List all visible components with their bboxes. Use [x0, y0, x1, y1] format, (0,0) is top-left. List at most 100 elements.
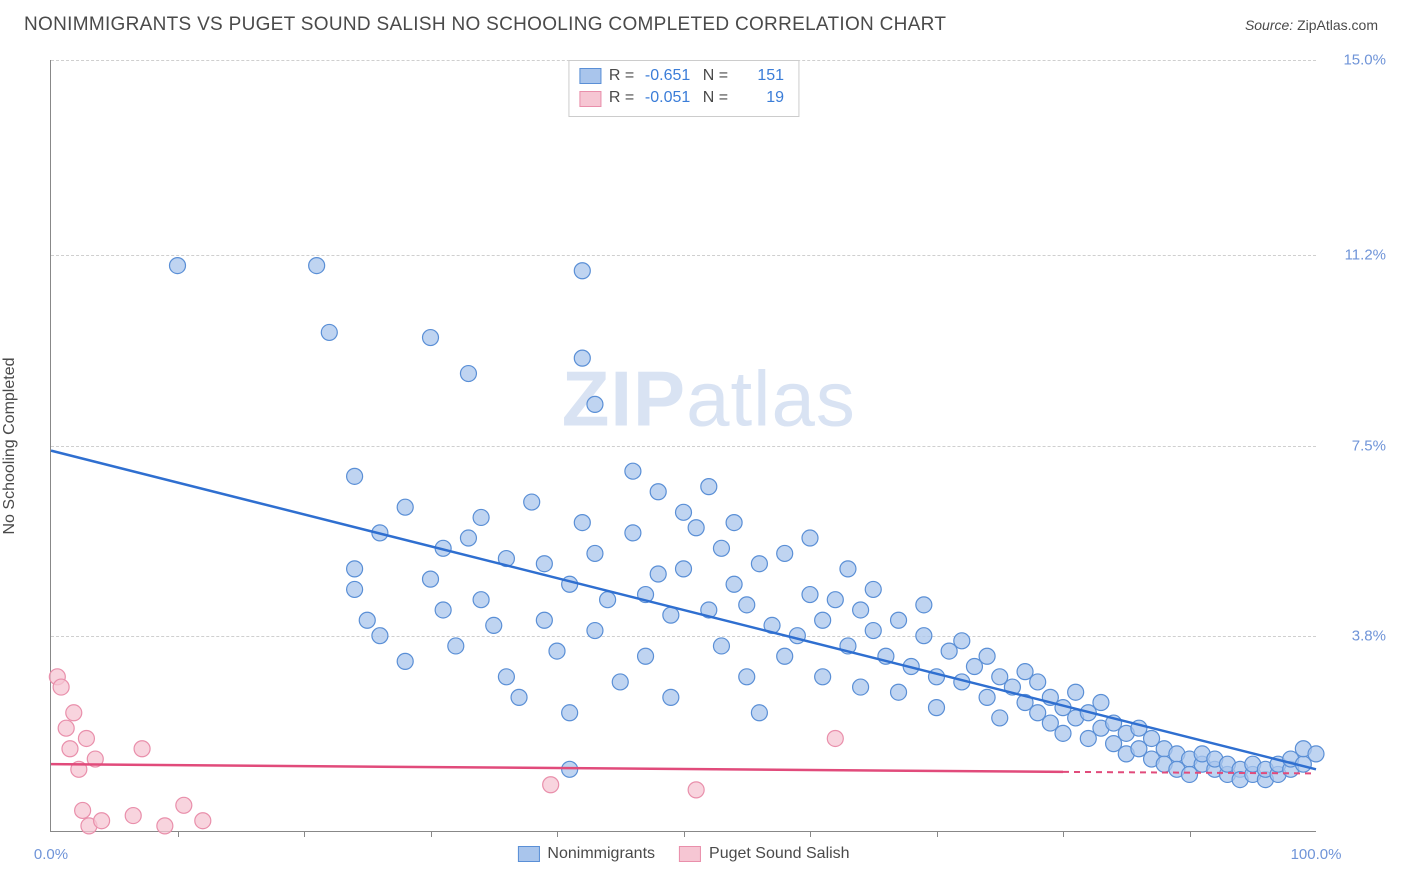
ytick-label: 11.2%: [1326, 247, 1386, 264]
n-value-2: 19: [736, 87, 784, 109]
data-point: [853, 679, 869, 695]
legend-swatch-bottom-2: [679, 846, 701, 862]
data-point: [751, 556, 767, 572]
legend-swatch-1: [579, 68, 601, 84]
ytick-label: 7.5%: [1326, 437, 1386, 454]
data-point: [600, 592, 616, 608]
data-point: [739, 597, 755, 613]
data-point: [78, 730, 94, 746]
data-point: [638, 648, 654, 664]
data-point: [498, 669, 514, 685]
data-point: [170, 258, 186, 274]
data-point: [543, 777, 559, 793]
data-point: [650, 566, 666, 582]
data-point: [713, 540, 729, 556]
xtick: [178, 831, 179, 837]
data-point: [979, 648, 995, 664]
data-point: [650, 484, 666, 500]
data-point: [347, 468, 363, 484]
data-point: [397, 653, 413, 669]
xtick-label: 0.0%: [34, 846, 68, 863]
scatter-svg: [51, 60, 1316, 831]
data-point: [524, 494, 540, 510]
data-point: [473, 509, 489, 525]
legend-item-2: Puget Sound Salish: [679, 845, 850, 863]
data-point: [865, 623, 881, 639]
data-point: [726, 576, 742, 592]
data-point: [125, 808, 141, 824]
r-value-1: -0.651: [642, 65, 690, 87]
chart-source: Source: ZipAtlas.com: [1245, 17, 1378, 33]
data-point: [359, 612, 375, 628]
data-point: [625, 463, 641, 479]
data-point: [157, 818, 173, 834]
data-point: [58, 720, 74, 736]
data-point: [992, 710, 1008, 726]
data-point: [62, 741, 78, 757]
data-point: [423, 330, 439, 346]
data-point: [536, 556, 552, 572]
data-point: [423, 571, 439, 587]
legend-label-1: Nonimmigrants: [547, 845, 655, 863]
data-point: [916, 597, 932, 613]
xtick: [937, 831, 938, 837]
data-point: [840, 561, 856, 577]
source-value: ZipAtlas.com: [1297, 17, 1378, 33]
data-point: [1308, 746, 1324, 762]
data-point: [777, 648, 793, 664]
ytick-label: 15.0%: [1326, 52, 1386, 69]
data-point: [688, 782, 704, 798]
series-legend: Nonimmigrants Puget Sound Salish: [517, 845, 849, 863]
data-point: [625, 525, 641, 541]
chart-title: NONIMMIGRANTS VS PUGET SOUND SALISH NO S…: [24, 14, 946, 36]
y-axis-label: No Schooling Completed: [1, 358, 19, 535]
data-point: [549, 643, 565, 659]
data-point: [815, 612, 831, 628]
data-point: [676, 504, 692, 520]
xtick: [810, 831, 811, 837]
data-point: [574, 350, 590, 366]
data-point: [574, 515, 590, 531]
stats-legend: R = -0.651 N = 151 R = -0.051 N = 19: [568, 60, 799, 117]
trend-line: [51, 764, 1063, 772]
data-point: [460, 530, 476, 546]
data-point: [460, 366, 476, 382]
data-point: [53, 679, 69, 695]
data-point: [739, 669, 755, 685]
n-label-2: N =: [698, 87, 728, 109]
data-point: [574, 263, 590, 279]
source-label: Source:: [1245, 17, 1293, 33]
data-point: [802, 587, 818, 603]
xtick: [304, 831, 305, 837]
r-value-2: -0.051: [642, 87, 690, 109]
data-point: [1068, 684, 1084, 700]
data-point: [397, 499, 413, 515]
legend-swatch-bottom-1: [517, 846, 539, 862]
data-point: [891, 612, 907, 628]
data-point: [1030, 674, 1046, 690]
data-point: [75, 802, 91, 818]
xtick: [1063, 831, 1064, 837]
data-point: [663, 689, 679, 705]
data-point: [827, 730, 843, 746]
data-point: [802, 530, 818, 546]
xtick: [684, 831, 685, 837]
data-point: [865, 581, 881, 597]
data-point: [612, 674, 628, 690]
data-point: [815, 669, 831, 685]
data-point: [195, 813, 211, 829]
data-point: [309, 258, 325, 274]
data-point: [587, 396, 603, 412]
data-point: [536, 612, 552, 628]
data-point: [66, 705, 82, 721]
plot-area: ZIPatlas R = -0.651 N = 151 R = -0.051 N…: [50, 60, 1316, 832]
data-point: [676, 561, 692, 577]
data-point: [347, 561, 363, 577]
xtick: [557, 831, 558, 837]
legend-swatch-2: [579, 91, 601, 107]
r-label-2: R =: [609, 87, 634, 109]
data-point: [511, 689, 527, 705]
data-point: [853, 602, 869, 618]
r-label-1: R =: [609, 65, 634, 87]
n-label-1: N =: [698, 65, 728, 87]
